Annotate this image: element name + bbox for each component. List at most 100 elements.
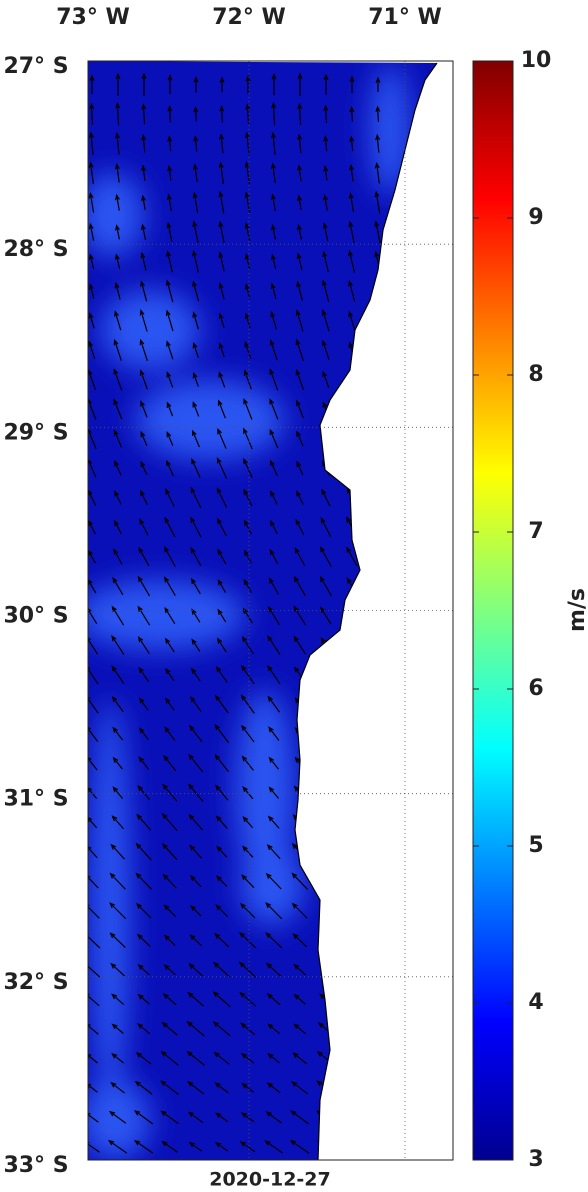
lon-label: 73° W: [56, 5, 130, 30]
wind-arrow: [111, 993, 125, 1006]
wind-arrow: [137, 605, 151, 626]
wind-arrow: [264, 1140, 283, 1154]
wind-arrow: [239, 991, 256, 1007]
lon-label: 72° W: [212, 5, 286, 30]
wind-arrow: [190, 667, 201, 682]
colorbar-tick-label: 8: [528, 362, 543, 387]
wind-arrow: [112, 756, 123, 770]
wind-arrow: [265, 872, 282, 890]
wind-arrow: [295, 518, 305, 536]
wind-arrow: [164, 516, 176, 538]
wind-arrow: [137, 993, 150, 1005]
wind-arrow: [267, 695, 281, 713]
wind-arrow: [216, 457, 228, 479]
wind-arrow: [348, 279, 356, 302]
wind-arrow: [218, 251, 225, 272]
wind-arrow: [133, 1110, 154, 1125]
wind-arrow: [321, 488, 331, 507]
wind-arrow: [192, 163, 198, 183]
wind-arrow: [322, 250, 329, 273]
wind-arrow: [267, 664, 281, 685]
wind-arrow: [163, 546, 176, 567]
wind-arrow: [110, 843, 125, 860]
wind-arrow: [141, 164, 147, 181]
wind-arrow: [192, 280, 200, 302]
wind-arrow: [134, 1080, 153, 1095]
wind-arrow: [109, 932, 126, 949]
wind-arrow: [138, 756, 150, 770]
wind-arrow: [290, 1110, 310, 1125]
wind-arrow: [164, 606, 176, 625]
wind-arrow: [114, 460, 122, 476]
wind-arrow: [192, 401, 200, 417]
wind-arrow: [348, 249, 356, 273]
wind-arrow: [111, 665, 125, 684]
wind-arrow: [189, 875, 202, 888]
wind-arrow: [241, 664, 255, 685]
wind-arrow: [214, 1082, 229, 1094]
wind-arrow: [293, 605, 307, 626]
wind-arrow: [321, 309, 330, 332]
wind-arrow: [244, 161, 251, 185]
coastline: [294, 62, 438, 1161]
wind-arrow: [214, 694, 229, 714]
wind-arrow: [212, 1021, 231, 1037]
wind-arrow: [270, 490, 278, 505]
wind-arrow: [108, 1110, 127, 1124]
wind-arrow: [188, 963, 203, 977]
wind-arrow: [271, 102, 277, 126]
wind-arrow: [268, 577, 280, 595]
wind-arrow: [138, 546, 150, 567]
wind-arrow: [192, 429, 200, 448]
wind-arrow: [193, 135, 199, 152]
wind-arrow: [166, 401, 174, 417]
lat-label: 29° S: [3, 420, 68, 445]
lat-label: 28° S: [3, 237, 68, 262]
wind-arrow: [291, 872, 309, 890]
wind-arrow: [167, 105, 173, 123]
wind-arrow: [269, 428, 279, 449]
wind-arrow: [270, 193, 276, 212]
wind-arrow: [297, 72, 303, 96]
wind-arrow: [114, 162, 120, 183]
wind-arrow: [269, 548, 279, 565]
wind-arrow: [113, 519, 122, 535]
wind-arrow: [109, 902, 127, 920]
wind-arrow: [346, 546, 358, 567]
wind-arrow: [140, 460, 148, 476]
wind-arrow: [141, 72, 147, 96]
wind-arrow: [161, 1021, 178, 1036]
wind-arrow: [265, 902, 283, 920]
wind-arrow: [293, 963, 307, 976]
wind-arrow: [88, 312, 95, 329]
wind-arrow: [293, 1023, 306, 1035]
wind-arrow: [115, 224, 120, 240]
wind-arrow: [241, 1082, 254, 1093]
wind-arrow: [292, 933, 307, 948]
wind-arrow: [212, 991, 231, 1008]
wind-arrow: [268, 786, 279, 799]
wind-arrow: [349, 163, 354, 182]
lat-label: 27° S: [3, 54, 68, 79]
wind-arrow: [321, 279, 330, 303]
wind-arrow: [160, 1050, 179, 1066]
wind-arrow: [110, 962, 126, 977]
wind-arrow: [166, 193, 172, 212]
wind-arrow: [88, 1111, 99, 1123]
wind-arrow: [111, 815, 124, 830]
wind-arrow: [213, 961, 231, 978]
wind-arrow: [110, 1081, 125, 1094]
wind-arrow: [243, 578, 253, 594]
wind-arrow: [216, 637, 227, 653]
wind-arrow: [163, 904, 176, 917]
wind-arrow: [88, 519, 96, 535]
wind-arrow: [215, 904, 229, 918]
wind-arrow: [191, 638, 201, 652]
wind-arrow: [162, 783, 178, 802]
wind-arrow: [164, 637, 175, 653]
colorbar-tick-label: 10: [521, 48, 552, 73]
wind-arrow: [243, 549, 252, 564]
wind-arrow: [267, 634, 281, 656]
wind-arrow: [293, 635, 307, 655]
wind-arrow: [269, 459, 278, 477]
